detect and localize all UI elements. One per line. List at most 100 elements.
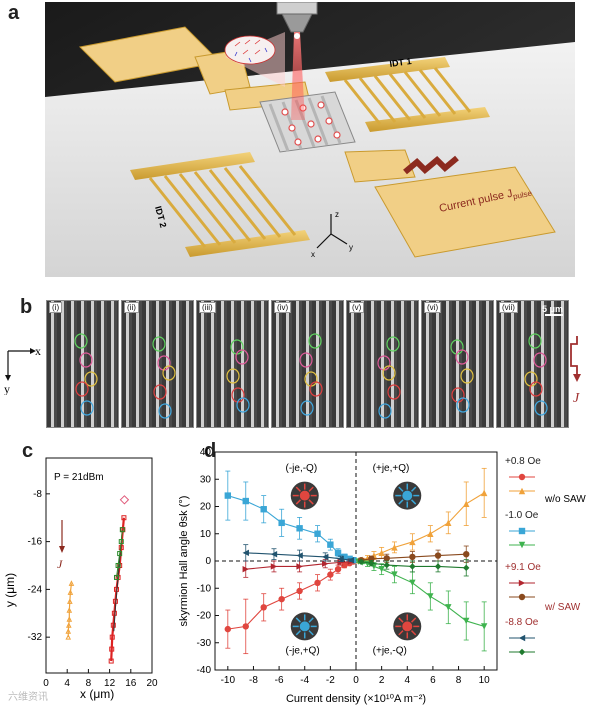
frame-label: (vi) — [424, 302, 442, 313]
data-point — [391, 544, 398, 551]
data-point — [278, 519, 285, 527]
skyrmion-arrow — [410, 499, 417, 505]
skyrmion-marker — [533, 352, 547, 368]
skyrmion-arrow — [410, 486, 417, 492]
skyrmion-marker — [524, 371, 538, 387]
skyrmion-icon — [393, 612, 422, 641]
data-point — [378, 565, 385, 573]
d-ylabel: skyrmion Hall angle θsk (°) — [178, 496, 190, 627]
skyrmion-arrow — [410, 617, 417, 623]
legend-label: -8.8 Oe — [505, 617, 539, 628]
x-tick-label: -4 — [300, 675, 309, 686]
frame-label: (v) — [349, 302, 365, 313]
skyrmion-marker — [460, 368, 474, 384]
skyrmion-core — [299, 490, 310, 501]
frame-label: (ii) — [124, 302, 139, 313]
data-point — [242, 497, 249, 505]
skyrmion-marker — [158, 403, 172, 419]
frame-overlay — [377, 336, 401, 419]
data-point — [242, 623, 249, 630]
skyrmion-arrow — [308, 499, 314, 505]
skyrmion-marker — [235, 349, 249, 365]
x-tick-label: 6 — [430, 675, 436, 686]
skyrmion-marker — [456, 397, 470, 413]
moke-frame: (v) — [346, 300, 419, 428]
watermark: 六维资讯 — [8, 692, 48, 703]
frame-label: (iii) — [199, 302, 216, 313]
y-tick-label: 0 — [205, 556, 211, 567]
data-point — [296, 563, 303, 570]
frame-overlay: 5 μm — [524, 304, 563, 416]
idt-1: IDT 1 — [325, 56, 490, 132]
skyrmion-marker — [386, 336, 400, 352]
track-point — [68, 580, 75, 586]
data-point — [518, 648, 526, 656]
x-tick-label: 10 — [479, 675, 491, 686]
legend-group-label: w/ SAW — [544, 602, 581, 613]
data-series — [355, 558, 488, 652]
magnetic-strip — [259, 91, 356, 153]
series-line — [227, 561, 354, 630]
data-point — [296, 552, 303, 559]
skyrmion-marker — [534, 400, 548, 416]
skyrmion-arrow — [308, 617, 314, 623]
data-point — [337, 555, 344, 563]
data-point — [224, 492, 232, 499]
y-tick-label: -32 — [28, 632, 43, 643]
axis-y-label: y — [349, 243, 353, 252]
track-point — [109, 646, 115, 652]
x-tick-label: 8 — [456, 675, 462, 686]
panel-label-b: b — [20, 296, 33, 318]
x-tick-label: -10 — [221, 675, 236, 686]
data-series — [224, 470, 357, 564]
moke-frame: (vi) — [421, 300, 494, 428]
data-point — [314, 530, 321, 537]
x-tick-label: 0 — [43, 678, 49, 689]
data-point — [409, 553, 416, 561]
skyrmion-marker — [378, 403, 392, 419]
skyrmion-marker — [153, 384, 167, 400]
track-point — [119, 527, 125, 533]
skyrmion-arrow — [295, 617, 302, 623]
data-point — [427, 530, 434, 537]
data-point — [409, 538, 416, 546]
x-tick-label: 2 — [379, 675, 385, 686]
data-point — [434, 552, 442, 559]
skyrmion-arrow — [295, 486, 302, 492]
data-point — [270, 550, 278, 558]
skyrmion-marker — [226, 368, 240, 384]
legend-label: +9.1 Oe — [505, 562, 541, 573]
frame-label: (i) — [49, 302, 63, 313]
hall-angle-chart: -10 -8 -6 -4 -2 0 2 4 6 8 10-40-30-20-10010203040 … — [178, 447, 586, 705]
skyrmion-marker — [236, 397, 250, 413]
x-tick-label: 20 — [146, 678, 158, 689]
data-point — [242, 565, 249, 573]
frame-label: (vii) — [499, 302, 518, 313]
data-point — [427, 593, 434, 600]
c-xlabel: x (μm) — [80, 687, 114, 701]
data-point — [378, 549, 385, 557]
moke-frame: (vii) 5 μm — [496, 300, 569, 428]
skyrmion-icons — [290, 481, 422, 641]
track-point — [110, 622, 116, 628]
legend-label: -1.0 Oe — [505, 510, 539, 521]
track-point — [113, 574, 119, 580]
c-ylabel: y (μm) — [3, 573, 17, 607]
data-point — [518, 593, 526, 601]
data-point — [334, 565, 342, 573]
contact-pad-bottom — [344, 149, 556, 258]
skyrmion-arrow — [398, 617, 404, 623]
track-point — [65, 628, 72, 634]
b-axis-x: x — [35, 345, 41, 358]
data-point — [314, 579, 321, 586]
data-point — [409, 563, 416, 570]
b-current-label: J — [573, 391, 580, 406]
skyrmion-arrow — [295, 630, 302, 636]
data-point — [445, 604, 452, 611]
idt-2: IDT 2 — [130, 152, 310, 257]
quadrant-label: (-je,-Q) — [286, 463, 318, 474]
c-current-label: J — [57, 557, 63, 571]
series-line — [227, 495, 354, 561]
data-point — [445, 519, 452, 527]
data-point — [327, 571, 334, 578]
